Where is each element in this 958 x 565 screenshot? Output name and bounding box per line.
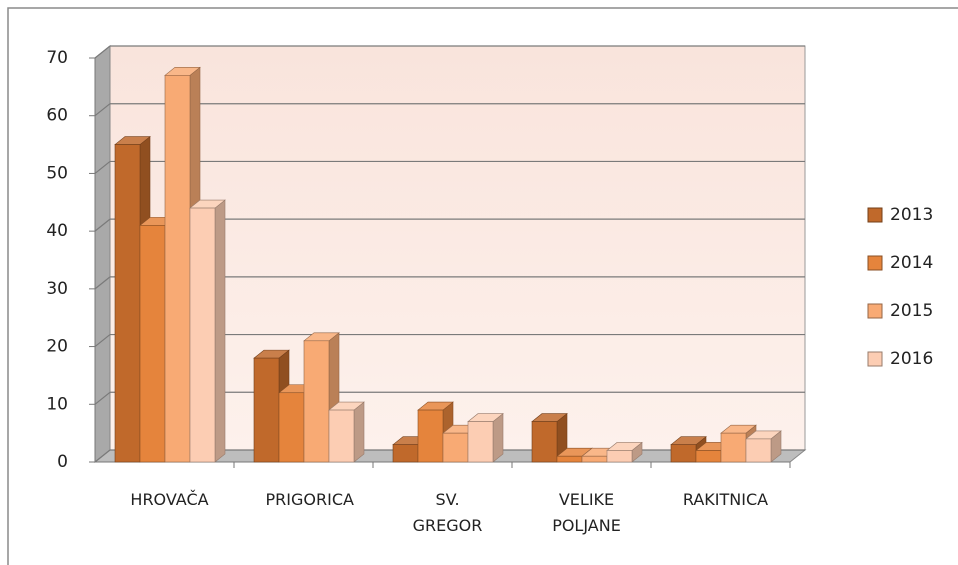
grid-line-side (94, 391, 111, 405)
grid-line-side (94, 103, 111, 117)
bar (556, 455, 583, 463)
legend-swatch (867, 351, 883, 367)
legend-label: 2014 (890, 253, 933, 273)
grid-line-side (94, 218, 111, 232)
bar (670, 444, 697, 463)
side-wall (94, 44, 111, 464)
legend-label: 2013 (890, 205, 933, 225)
bar (745, 438, 772, 463)
bar (278, 392, 305, 463)
x-tick-label: HROVAČA (130, 490, 209, 509)
grid-line-side (94, 334, 111, 348)
y-tick-label: 20 (46, 337, 68, 357)
y-tick-label: 60 (46, 106, 68, 126)
bar (695, 450, 722, 463)
bar (139, 225, 166, 463)
bar (328, 409, 355, 463)
y-tick-label: 40 (46, 221, 68, 241)
x-tick-label: PRIGORICA (265, 490, 354, 509)
y-tick-label: 70 (46, 48, 68, 68)
legend-label: 2016 (890, 349, 933, 369)
x-tick-label: RAKITNICA (682, 490, 769, 509)
bar (467, 421, 494, 463)
grid-line-side (94, 160, 111, 174)
bar (164, 75, 191, 463)
y-tick-label: 50 (46, 163, 68, 183)
bar-side (492, 412, 504, 463)
legend-swatch (867, 303, 883, 319)
bar (303, 340, 330, 463)
grid-line-side (94, 449, 111, 463)
grid-line-side (94, 45, 111, 59)
legend-swatch (867, 207, 883, 223)
chart-border (7, 7, 958, 565)
bar (720, 432, 747, 463)
bar (253, 357, 280, 463)
bar-side (353, 401, 365, 463)
legend-swatch (867, 255, 883, 271)
x-tick-label: VELIKE POLJANE (552, 490, 621, 535)
legend-label: 2015 (890, 301, 933, 321)
grid-line-side (94, 276, 111, 290)
bar (606, 450, 633, 463)
y-tick-label: 30 (46, 279, 68, 299)
bar (114, 144, 141, 463)
bar-side (214, 199, 226, 463)
bar (581, 455, 608, 463)
bar (189, 207, 216, 463)
bar (531, 421, 558, 463)
y-tick-label: 0 (57, 452, 68, 472)
x-tick-label: SV. GREGOR (412, 490, 483, 535)
y-tick-label: 10 (46, 394, 68, 414)
bar (442, 432, 469, 463)
bar (392, 444, 419, 463)
bar (417, 409, 444, 463)
